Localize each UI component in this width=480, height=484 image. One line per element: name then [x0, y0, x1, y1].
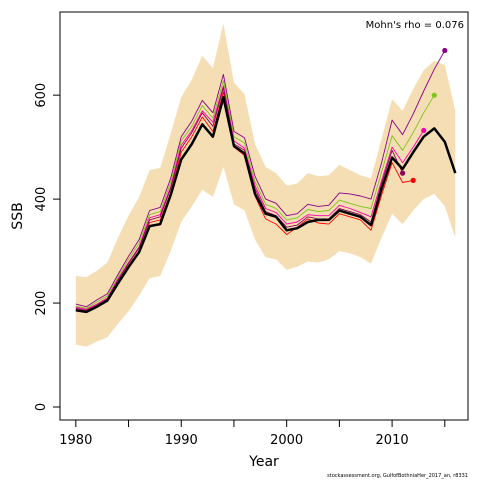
confidence-band-layer	[75, 23, 456, 347]
series-endpoint-2015	[442, 47, 448, 54]
endpoint-layer	[400, 47, 448, 183]
series-line-2016	[75, 95, 457, 314]
y-tick-label: 0	[34, 403, 49, 411]
mohns-rho-annotation: Mohn's rho = 0.076	[366, 20, 464, 31]
y-tick-label: 400	[34, 187, 49, 212]
x-tick-label: 2000	[270, 433, 303, 448]
series-endpoint-2014	[431, 92, 437, 98]
y-tick-label: 600	[34, 83, 49, 108]
series-endpoint-2012	[410, 177, 416, 183]
series-layer	[75, 50, 457, 314]
x-tick-label: 1980	[59, 433, 92, 448]
series-endpoint-2011	[400, 170, 406, 176]
y-axis-label: SSB	[10, 202, 26, 229]
source-footer: stockassessment.org, GulfofBothniaHer_20…	[327, 473, 468, 479]
x-axis-label: Year	[248, 454, 279, 470]
series-line-2014	[75, 80, 435, 309]
x-tick-label: 2010	[376, 433, 409, 448]
series-line-2013	[75, 85, 425, 310]
confidence-band	[75, 23, 456, 347]
series-line-2011	[75, 87, 404, 311]
series-line-2015	[75, 50, 446, 308]
series-endpoint-2013	[421, 127, 427, 134]
x-tick-label: 1990	[165, 433, 198, 448]
plot-frame	[59, 11, 469, 421]
y-tick-label: 200	[34, 291, 49, 316]
